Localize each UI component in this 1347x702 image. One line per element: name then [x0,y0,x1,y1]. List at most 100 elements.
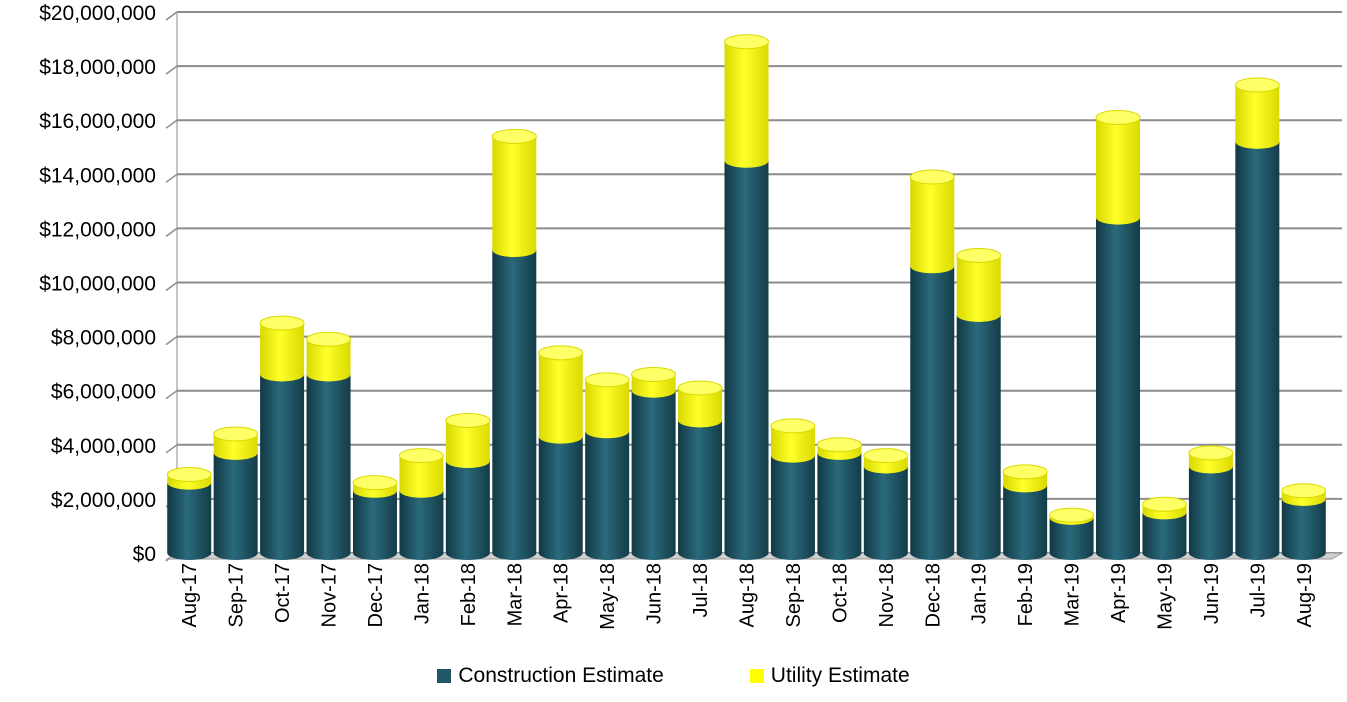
bars [166,34,1327,561]
legend-swatch-construction [437,669,452,683]
x-tick-label: Feb-18 [458,563,480,626]
x-tick-label: Jan-18 [411,563,433,624]
x-tick-label: Dec-17 [365,563,387,627]
y-tick-label: $8,000,000 [51,327,156,350]
bar-top-cap [398,448,444,464]
bar-utility [445,420,490,469]
bar-construction [1003,485,1048,560]
bar-top-cap [677,380,723,396]
x-tick-label: Mar-19 [1062,563,1084,626]
bar-construction [306,374,351,560]
bar-construction [492,250,537,561]
bar-construction [817,452,862,560]
legend-swatch-utility [749,669,764,683]
bar-utility [492,136,537,258]
bar-construction [213,452,258,560]
gridline-depth [165,227,178,238]
x-tick-label: Oct-18 [829,563,851,623]
bar-utility [956,255,1001,322]
bar-construction [863,466,908,560]
bar-top-cap [631,366,677,382]
bar-construction [1096,217,1141,560]
bar-construction [445,461,490,560]
x-tick-label: Jul-18 [690,563,712,617]
bar-construction [724,160,769,560]
bar-construction [956,314,1001,560]
bar-construction [538,436,583,560]
x-tick-label: Jun-18 [644,563,666,624]
bar-utility [585,379,630,439]
bar-top-cap [816,437,862,453]
gridline-depth [165,119,178,129]
bar-utility [1235,85,1280,149]
x-tick-label: May-19 [1154,563,1176,630]
legend-label-utility: Utility Estimate [770,664,910,687]
bar-construction [1188,466,1233,560]
gridline-depth [165,335,178,346]
bar-top-cap [306,331,352,347]
bar-top-cap [909,169,955,185]
bar-top-cap [1002,464,1048,480]
x-tick-label: Apr-18 [551,563,573,623]
bar-top-cap [956,247,1002,263]
bar-utility [399,455,444,498]
x-tick-label: Dec-18 [922,563,944,627]
bar-top-cap [538,345,584,361]
legend-label-construction: Construction Estimate [458,664,664,687]
bar-top-cap [863,448,909,464]
bar-utility [538,352,583,444]
x-tick-label: Jun-19 [1201,563,1223,624]
x-tick-label: Sep-17 [226,563,248,628]
bar-top-cap [259,315,305,331]
x-tick-label: Apr-19 [1108,563,1130,623]
x-tick-label: Aug-18 [737,563,759,628]
bar-utility [724,41,769,168]
y-tick-label: $4,000,000 [51,435,156,458]
x-tick-label: Aug-17 [179,563,201,628]
gridline-depth [165,444,178,454]
x-tick-label: Jul-19 [1247,563,1269,617]
bar-construction [1281,498,1326,560]
bar-top-cap [724,34,769,50]
bar-construction [910,266,955,560]
bar-construction [1235,141,1280,560]
legend: Construction Estimate Utility Estimate [0,664,1347,688]
y-tick-label: $2,000,000 [51,489,156,512]
bar-top-cap [491,128,537,144]
bar-construction [167,482,212,560]
bar-utility [678,387,723,428]
bar-top-cap [445,412,491,428]
x-tick-label: Sep-18 [783,563,805,628]
gridline-depth [165,390,178,400]
bar-construction [352,490,397,560]
bar-top-cap [352,475,398,491]
bar-top-cap [213,426,259,442]
bar-top-cap [1095,109,1141,125]
bar-construction [631,390,676,560]
legend-item-utility: Utility Estimate [749,664,910,688]
bar-construction [678,420,723,560]
gridline-depth [165,173,178,183]
x-tick-label: Nov-18 [876,563,898,627]
bar-utility [1096,117,1141,225]
gridline-depth [165,11,178,21]
bar-top-cap [1049,507,1095,523]
bar-construction [1049,517,1094,560]
y-tick-label: $6,000,000 [51,381,156,404]
y-tick-label: $14,000,000 [39,164,156,187]
x-tick-label: Feb-19 [1015,563,1037,626]
bar-top-cap [1188,445,1234,461]
bar-top-cap [1234,77,1280,93]
bar-utility [260,323,305,382]
x-tick-label: May-18 [597,563,619,630]
x-tick-label: Oct-17 [272,563,294,623]
legend-item-construction: Construction Estimate [437,664,664,688]
bar-top-cap [166,467,212,483]
bar-top-cap [1281,483,1327,499]
bar-top-cap [584,372,630,388]
bar-utility [910,177,955,274]
bar-construction [585,431,630,560]
x-tick-label: Mar-18 [504,563,526,626]
y-tick-label: $18,000,000 [39,56,156,79]
